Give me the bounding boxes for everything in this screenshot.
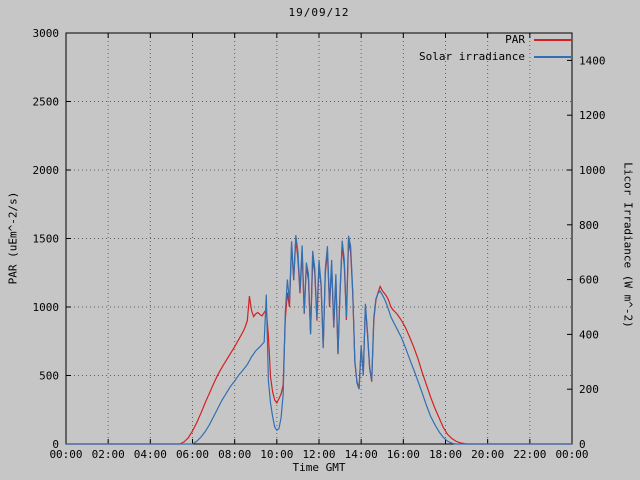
x-tick-label: 10:00: [260, 448, 293, 461]
y2-tick-label: 1400: [579, 54, 606, 67]
x-tick-label: 02:00: [92, 448, 125, 461]
x-axis-label: Time GMT: [292, 461, 346, 474]
y-tick-label: 500: [39, 370, 59, 383]
x-tick-label: 14:00: [345, 448, 378, 461]
y2-tick-label: 0: [579, 438, 586, 451]
y-tick-label: 1000: [33, 301, 60, 314]
par-line-swatch: [534, 38, 572, 41]
y-tick-label: 1500: [33, 233, 60, 246]
legend-item-par: PAR: [419, 32, 572, 47]
solar-irradiance-series-line: [66, 235, 572, 445]
x-tick-label: 00:00: [555, 448, 588, 461]
y2-tick-label: 400: [579, 328, 599, 341]
legend-label-par: PAR: [505, 33, 525, 46]
y2-tick-label: 1000: [579, 164, 606, 177]
legend: PAR Solar irradiance: [419, 32, 572, 64]
y-tick-label: 0: [52, 438, 59, 451]
legend-label-solar: Solar irradiance: [419, 50, 525, 63]
x-tick-label: 00:00: [49, 448, 82, 461]
y2-tick-label: 600: [579, 274, 599, 287]
y2-tick-label: 800: [579, 219, 599, 232]
solar-line-swatch: [534, 55, 572, 58]
x-tick-label: 16:00: [387, 448, 420, 461]
y-tick-label: 3000: [33, 27, 60, 40]
x-tick-label: 08:00: [218, 448, 251, 461]
x-tick-label: 06:00: [176, 448, 209, 461]
x-tick-label: 20:00: [471, 448, 504, 461]
y-axis-label: PAR (uEm^-2/s): [6, 191, 20, 285]
plot-border: [65, 32, 573, 445]
y2-axis-label: Licor Irradiance (W m^-2): [621, 162, 635, 328]
x-tick-label: 22:00: [513, 448, 546, 461]
y-tick-label: 2000: [33, 164, 60, 177]
x-tick-label: 04:00: [134, 448, 167, 461]
legend-item-solar: Solar irradiance: [419, 49, 572, 64]
chart-title: 19/09/12: [288, 6, 350, 19]
x-tick-label: 18:00: [429, 448, 462, 461]
y-tick-label: 2500: [33, 96, 60, 109]
x-tick-label: 12:00: [302, 448, 335, 461]
y2-tick-label: 1200: [579, 109, 606, 122]
y2-tick-label: 200: [579, 383, 599, 396]
